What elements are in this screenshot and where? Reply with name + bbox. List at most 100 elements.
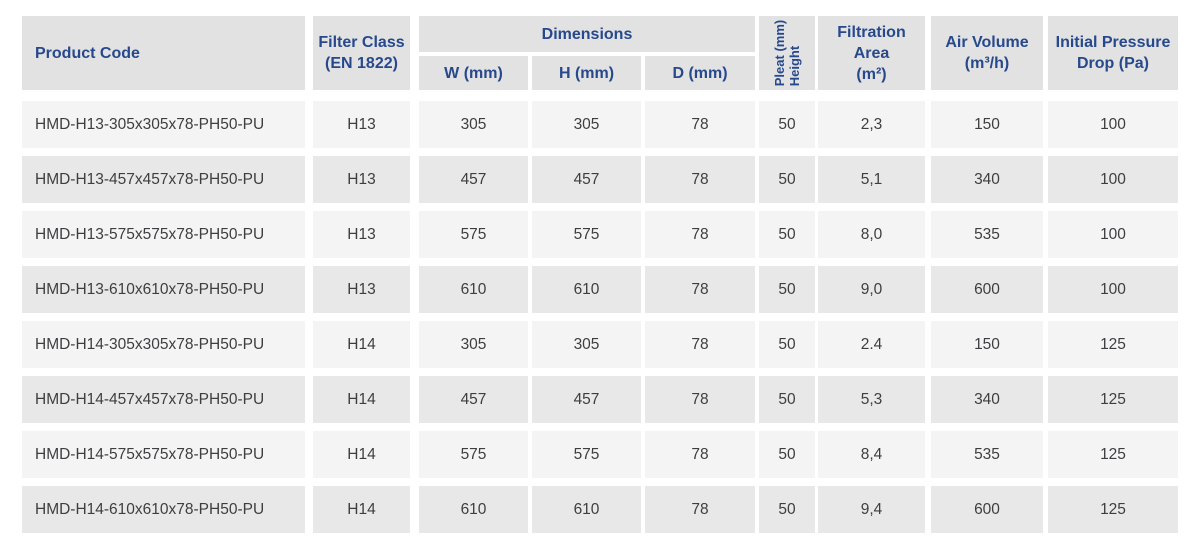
- pressure-drop-cell: 125: [1048, 376, 1178, 423]
- pressure-drop-cell: 100: [1048, 211, 1178, 258]
- pleat-height-cell: 50: [759, 376, 815, 423]
- header-dimensions-label: Dimensions: [541, 25, 633, 43]
- air-volume-cell: 150: [931, 101, 1043, 148]
- filter-class-cell: H14: [313, 321, 410, 368]
- pressure-drop-cell: 125: [1048, 321, 1178, 368]
- filter-class-cell: H14: [313, 486, 410, 533]
- product-code-cell: HMD-H13-305x305x78-PH50-PU: [22, 101, 305, 148]
- height-cell: 457: [532, 156, 641, 203]
- pressure-drop-cell: 100: [1048, 266, 1178, 313]
- table-row: HMD-H13-305x305x78-PH50-PU H13 305 305 7…: [22, 101, 1178, 148]
- pressure-drop-cell: 100: [1048, 101, 1178, 148]
- depth-cell: 78: [645, 431, 755, 478]
- air-volume-cell: 600: [931, 266, 1043, 313]
- pleat-height-cell: 50: [759, 321, 815, 368]
- depth-cell: 78: [645, 266, 755, 313]
- height-cell: 305: [532, 101, 641, 148]
- height-cell: 610: [532, 486, 641, 533]
- filter-class-cell: H13: [313, 266, 410, 313]
- header-pleat-height-label: Pleat (mm) Height: [772, 20, 802, 86]
- filtration-area-cell: 5,3: [818, 376, 925, 423]
- product-code-cell: HMD-H13-575x575x78-PH50-PU: [22, 211, 305, 258]
- header-initial-pressure-drop-label: Initial Pressure Drop (Pa): [1056, 32, 1171, 74]
- header-pressure-line1: Initial Pressure: [1055, 34, 1171, 51]
- header-pleat-line1: Pleat (mm): [772, 19, 787, 87]
- pressure-drop-cell: 125: [1048, 431, 1178, 478]
- filtration-area-cell: 2.4: [818, 321, 925, 368]
- pleat-height-cell: 50: [759, 266, 815, 313]
- header-product-code-label: Product Code: [35, 44, 140, 62]
- product-code-cell: HMD-H14-610x610x78-PH50-PU: [22, 486, 305, 533]
- header-filter-class-label: Filter Class (EN 1822): [318, 32, 404, 74]
- header-air-volume-line1: Air Volume: [945, 34, 1029, 51]
- depth-cell: 78: [645, 211, 755, 258]
- header-air-volume: Air Volume (m³/h): [931, 16, 1043, 90]
- header-width: W (mm): [419, 56, 528, 90]
- product-code-cell: HMD-H14-305x305x78-PH50-PU: [22, 321, 305, 368]
- header-filtration-line2: Area: [853, 44, 890, 62]
- header-product-code: Product Code: [22, 16, 305, 90]
- filtration-area-cell: 9,4: [818, 486, 925, 533]
- depth-cell: 78: [645, 486, 755, 533]
- filter-class-cell: H13: [313, 211, 410, 258]
- filter-class-cell: H13: [313, 101, 410, 148]
- header-dimensions-group: Dimensions W (mm) H (mm) D (mm): [419, 16, 755, 90]
- header-filtration-line3: (m²): [856, 65, 887, 83]
- filter-class-cell: H14: [313, 376, 410, 423]
- filtration-area-cell: 9,0: [818, 266, 925, 313]
- width-cell: 610: [419, 266, 528, 313]
- header-filtration-line1: Filtration: [837, 23, 906, 41]
- header-filtration-area-label: Filtration Area (m²): [837, 22, 905, 85]
- filter-class-cell: H13: [313, 156, 410, 203]
- table-header-row: Product Code Filter Class (EN 1822) Dime…: [22, 16, 1178, 90]
- depth-cell: 78: [645, 376, 755, 423]
- filtration-area-cell: 5,1: [818, 156, 925, 203]
- filtration-area-cell: 8,0: [818, 211, 925, 258]
- header-height-label: H (mm): [558, 64, 615, 82]
- pleat-height-cell: 50: [759, 211, 815, 258]
- pleat-height-cell: 50: [759, 486, 815, 533]
- header-air-volume-label: Air Volume (m³/h): [945, 32, 1028, 74]
- header-air-volume-line2: (m³/h): [964, 55, 1010, 72]
- pressure-drop-cell: 125: [1048, 486, 1178, 533]
- filtration-area-cell: 8,4: [818, 431, 925, 478]
- width-cell: 305: [419, 101, 528, 148]
- width-cell: 575: [419, 211, 528, 258]
- header-dimensions-sub-row: W (mm) H (mm) D (mm): [419, 56, 755, 90]
- filtration-area-cell: 2,3: [818, 101, 925, 148]
- width-cell: 457: [419, 376, 528, 423]
- header-pleat-height: Pleat (mm) Height: [759, 16, 815, 90]
- pleat-height-cell: 50: [759, 101, 815, 148]
- header-width-label: W (mm): [444, 64, 503, 82]
- width-cell: 575: [419, 431, 528, 478]
- filter-spec-table: Product Code Filter Class (EN 1822) Dime…: [22, 16, 1178, 533]
- air-volume-cell: 535: [931, 211, 1043, 258]
- height-cell: 575: [532, 431, 641, 478]
- width-cell: 457: [419, 156, 528, 203]
- pleat-height-cell: 50: [759, 431, 815, 478]
- header-depth-label: D (mm): [672, 64, 728, 82]
- width-cell: 305: [419, 321, 528, 368]
- height-cell: 305: [532, 321, 641, 368]
- depth-cell: 78: [645, 321, 755, 368]
- header-initial-pressure-drop: Initial Pressure Drop (Pa): [1048, 16, 1178, 90]
- header-pleat-line2: Height: [787, 45, 802, 87]
- width-cell: 610: [419, 486, 528, 533]
- depth-cell: 78: [645, 101, 755, 148]
- header-pressure-line2: Drop (Pa): [1077, 55, 1149, 72]
- air-volume-cell: 600: [931, 486, 1043, 533]
- height-cell: 610: [532, 266, 641, 313]
- product-code-cell: HMD-H13-457x457x78-PH50-PU: [22, 156, 305, 203]
- air-volume-cell: 340: [931, 376, 1043, 423]
- air-volume-cell: 340: [931, 156, 1043, 203]
- table-row: HMD-H13-610x610x78-PH50-PU H13 610 610 7…: [22, 266, 1178, 313]
- table-row: HMD-H13-575x575x78-PH50-PU H13 575 575 7…: [22, 211, 1178, 258]
- product-code-cell: HMD-H14-457x457x78-PH50-PU: [22, 376, 305, 423]
- air-volume-cell: 150: [931, 321, 1043, 368]
- pleat-height-cell: 50: [759, 156, 815, 203]
- air-volume-cell: 535: [931, 431, 1043, 478]
- table-row: HMD-H14-575x575x78-PH50-PU H14 575 575 7…: [22, 431, 1178, 478]
- height-cell: 457: [532, 376, 641, 423]
- header-depth: D (mm): [645, 56, 755, 90]
- filter-class-cell: H14: [313, 431, 410, 478]
